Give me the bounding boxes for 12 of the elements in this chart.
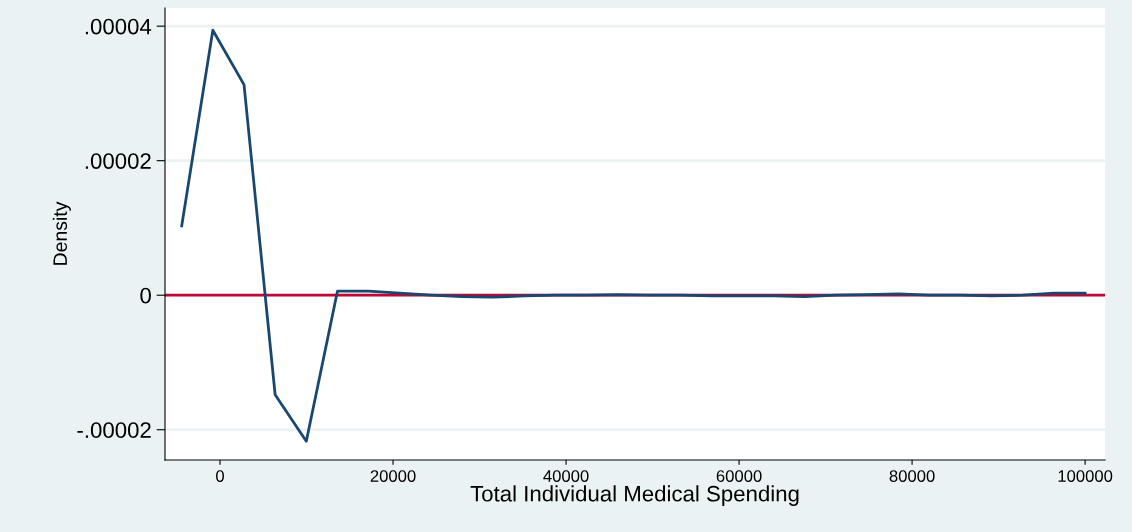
x-tick-label: 0 — [216, 470, 224, 482]
y-tick-label: .00002 — [85, 153, 151, 169]
y-tick-label: .00004 — [85, 18, 152, 35]
x-tick-label: 80000 — [889, 470, 935, 482]
y-axis-title: Density — [52, 201, 71, 265]
x-tick-label: 20000 — [370, 470, 416, 482]
y-tick-label: 0 — [140, 287, 151, 304]
x-tick-label: 60000 — [716, 470, 762, 482]
x-tick-label: 40000 — [543, 470, 589, 482]
x-tick-label: 100000 — [1058, 470, 1113, 482]
y-tick-label: -.00002 — [77, 422, 151, 438]
x-axis-title: Total Individual Medical Spending — [470, 485, 799, 506]
